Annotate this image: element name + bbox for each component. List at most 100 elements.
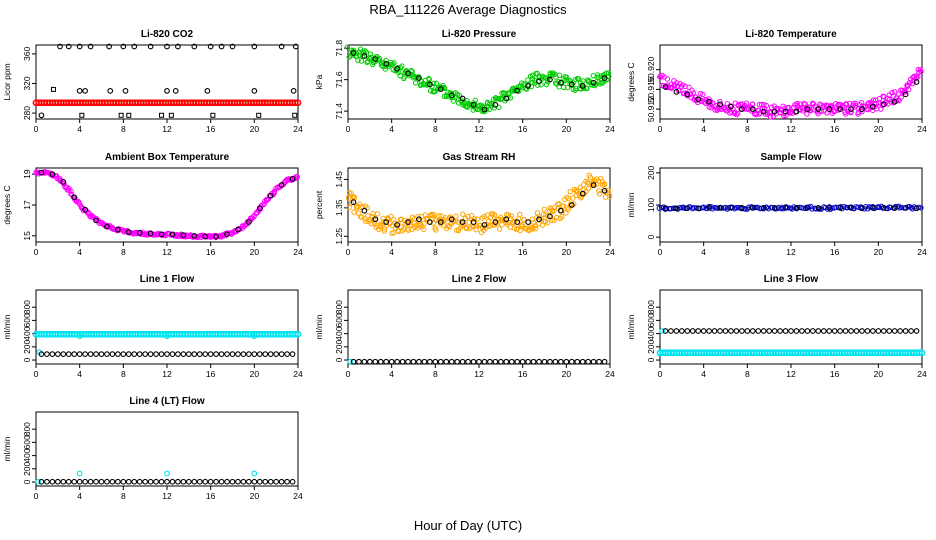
data-point	[289, 478, 296, 485]
data-point	[364, 205, 371, 211]
data-point	[749, 205, 756, 211]
data-point	[880, 101, 887, 108]
data-point	[717, 101, 723, 108]
data-point	[664, 76, 671, 82]
data-point	[668, 328, 674, 334]
data-point	[87, 43, 94, 50]
data-point	[185, 351, 192, 357]
data-point	[284, 478, 290, 485]
data-point	[820, 103, 827, 109]
data-point	[49, 478, 56, 485]
data-point	[568, 202, 575, 208]
data-point	[350, 358, 357, 365]
plot-frame	[347, 167, 611, 243]
data-point	[361, 207, 368, 214]
data-point	[271, 188, 278, 194]
data-point	[517, 211, 523, 217]
data-point	[196, 478, 203, 485]
data-point	[93, 217, 99, 224]
x-tick-label: 20	[250, 247, 260, 257]
data-point	[191, 232, 198, 239]
data-point	[897, 328, 904, 334]
data-point	[689, 328, 696, 334]
panel-pressure: Li-820 Pressure 0 4 8 12 16 20 24 71.4 71.6 71.8 kP…	[314, 29, 615, 134]
data-point	[558, 79, 564, 86]
data-point	[442, 217, 448, 223]
data-point	[782, 328, 789, 334]
data-point	[471, 216, 478, 222]
data-point	[54, 478, 61, 485]
data-point	[793, 205, 800, 211]
data-point	[918, 349, 926, 357]
data-point	[590, 358, 597, 365]
data-point	[585, 79, 592, 85]
data-point	[427, 81, 433, 88]
data-point	[777, 328, 783, 334]
x-tick-label: 20	[250, 369, 260, 379]
y-tick-label: 71.6	[334, 71, 344, 88]
data-point	[460, 211, 466, 217]
data-point	[749, 106, 756, 112]
data-point	[559, 213, 565, 220]
data-point	[659, 328, 666, 334]
data-point	[398, 216, 405, 223]
data-point	[875, 328, 882, 334]
x-tick-label: 12	[786, 124, 796, 134]
data-point	[291, 99, 299, 107]
y-tick-label: 0	[22, 357, 32, 362]
data-point	[224, 478, 230, 485]
data-point	[503, 216, 510, 223]
series-group	[345, 172, 613, 236]
data-point	[492, 358, 499, 365]
x-tick-label: 24	[605, 247, 615, 257]
data-point	[517, 227, 523, 234]
data-point	[375, 226, 382, 233]
data-point	[601, 181, 608, 188]
x-tick-label: 20	[874, 124, 884, 134]
data-point	[218, 351, 225, 357]
data-point	[695, 96, 702, 103]
data-point	[416, 216, 422, 223]
data-point	[689, 205, 696, 212]
data-point	[771, 108, 778, 115]
data-point	[256, 478, 263, 485]
y-tick-label: 71.4	[334, 103, 344, 120]
data-point	[763, 102, 770, 109]
series-group	[657, 66, 924, 120]
data-point	[473, 223, 480, 229]
data-point	[848, 109, 854, 115]
data-point	[38, 112, 45, 119]
data-point	[568, 358, 575, 365]
data-point	[547, 76, 553, 83]
x-tick-label: 20	[874, 369, 884, 379]
x-tick-label: 12	[162, 247, 172, 257]
data-point	[394, 65, 400, 72]
data-point	[734, 110, 741, 117]
data-point	[355, 57, 361, 64]
data-point	[202, 233, 209, 240]
x-tick-label: 16	[206, 491, 216, 501]
data-point	[76, 43, 83, 50]
data-point	[229, 478, 236, 485]
data-point	[590, 182, 597, 188]
x-tick-label: 8	[121, 124, 126, 134]
data-point	[428, 211, 435, 218]
x-tick-label: 4	[389, 369, 394, 379]
series-group	[33, 169, 301, 241]
data-point	[492, 101, 499, 108]
data-point	[147, 43, 154, 50]
y-tick-label: 800	[22, 422, 32, 436]
data-point	[256, 112, 262, 118]
data-point	[410, 358, 417, 365]
x-tick-label: 24	[917, 247, 927, 257]
data-point	[842, 328, 849, 334]
data-point	[229, 43, 236, 50]
data-point	[57, 175, 63, 182]
panel-title: Li-820 Pressure	[442, 29, 517, 40]
y-tick-label: 0	[22, 479, 32, 484]
x-tick-label: 12	[474, 247, 484, 257]
data-point	[240, 351, 247, 357]
x-tick-label: 12	[786, 247, 796, 257]
data-point	[706, 98, 712, 105]
